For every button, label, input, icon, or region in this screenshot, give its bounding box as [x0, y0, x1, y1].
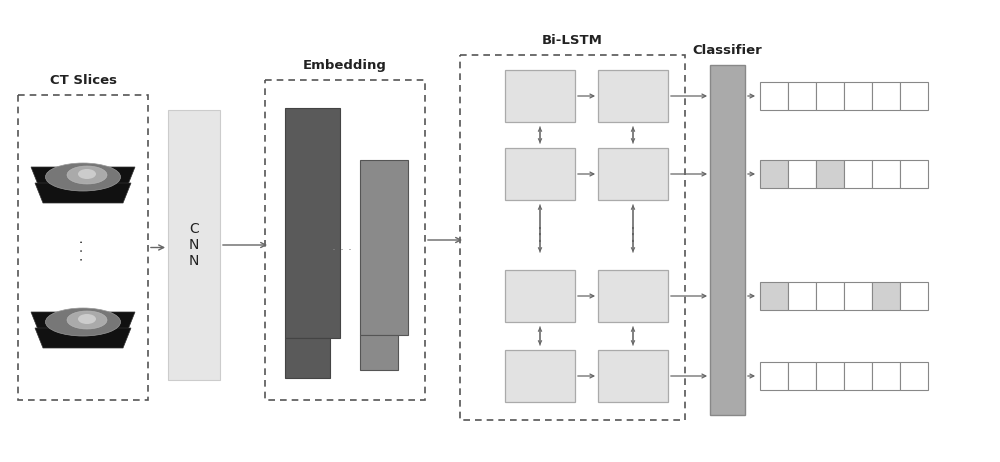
Text: 0: 0	[910, 290, 918, 303]
Text: 0: 0	[826, 290, 834, 303]
Bar	[598, 148, 668, 200]
Text: 0: 0	[882, 90, 890, 103]
Text: 0: 0	[854, 370, 862, 383]
Text: 0: 0	[770, 90, 778, 103]
Bar	[844, 362, 872, 390]
Bar	[460, 55, 685, 420]
Polygon shape	[35, 328, 131, 348]
Text: 0: 0	[854, 90, 862, 103]
Text: 0: 0	[798, 168, 806, 181]
Bar	[788, 362, 816, 390]
Text: C
N
N: C N N	[189, 222, 199, 268]
Text: ⋮: ⋮	[624, 226, 642, 244]
Text: · · ·: · · ·	[332, 243, 352, 256]
Text: 0: 0	[910, 370, 918, 383]
Text: 0: 0	[798, 370, 806, 383]
Bar	[844, 160, 872, 188]
Bar	[760, 160, 788, 188]
Bar	[872, 362, 900, 390]
Bar	[816, 282, 844, 310]
Bar	[900, 160, 928, 188]
Polygon shape	[31, 167, 135, 187]
Bar	[900, 362, 928, 390]
Bar	[760, 282, 788, 310]
Text: 1: 1	[826, 168, 834, 181]
Bar	[900, 282, 928, 310]
Text: 0: 0	[770, 370, 778, 383]
Bar	[285, 338, 330, 378]
Bar	[872, 282, 900, 310]
Bar	[598, 70, 668, 122]
Bar	[760, 362, 788, 390]
Ellipse shape	[46, 163, 120, 191]
Bar	[788, 282, 816, 310]
Bar	[900, 82, 928, 110]
Bar	[505, 148, 575, 200]
Bar	[816, 362, 844, 390]
Bar	[844, 82, 872, 110]
Text: 1: 1	[882, 290, 890, 303]
Ellipse shape	[67, 166, 107, 184]
Bar	[18, 95, 148, 400]
Text: Bi-LSTM: Bi-LSTM	[542, 34, 603, 47]
Text: 1: 1	[770, 168, 778, 181]
Bar	[710, 65, 745, 415]
Bar	[844, 282, 872, 310]
Bar	[265, 80, 425, 400]
Text: CT Slices: CT Slices	[50, 74, 116, 87]
Bar	[505, 70, 575, 122]
Bar	[816, 160, 844, 188]
Text: 0: 0	[826, 370, 834, 383]
Bar	[168, 110, 220, 380]
Ellipse shape	[46, 308, 120, 336]
Bar	[816, 82, 844, 110]
Bar	[788, 160, 816, 188]
Text: 0: 0	[910, 90, 918, 103]
Bar	[505, 270, 575, 322]
Ellipse shape	[67, 311, 107, 329]
Text: 1: 1	[770, 290, 778, 303]
Bar	[598, 350, 668, 402]
Text: 0: 0	[910, 168, 918, 181]
Bar	[598, 270, 668, 322]
Text: 0: 0	[798, 90, 806, 103]
Text: 0: 0	[882, 370, 890, 383]
Bar	[285, 108, 340, 338]
Text: 0: 0	[854, 290, 862, 303]
Text: 0: 0	[882, 168, 890, 181]
Bar	[760, 82, 788, 110]
Bar	[872, 82, 900, 110]
Text: · · ·: · · ·	[76, 239, 90, 261]
Text: 0: 0	[854, 168, 862, 181]
Ellipse shape	[78, 314, 96, 324]
Text: 0: 0	[798, 290, 806, 303]
Text: Embedding: Embedding	[303, 59, 387, 72]
Ellipse shape	[78, 169, 96, 179]
Bar	[788, 82, 816, 110]
Text: ⋮: ⋮	[531, 226, 549, 244]
Bar	[360, 335, 398, 370]
Text: 0: 0	[826, 90, 834, 103]
Bar	[360, 160, 408, 335]
Text: Classifier: Classifier	[693, 44, 762, 57]
Bar	[872, 160, 900, 188]
Polygon shape	[35, 183, 131, 203]
Bar	[505, 350, 575, 402]
Polygon shape	[31, 312, 135, 332]
